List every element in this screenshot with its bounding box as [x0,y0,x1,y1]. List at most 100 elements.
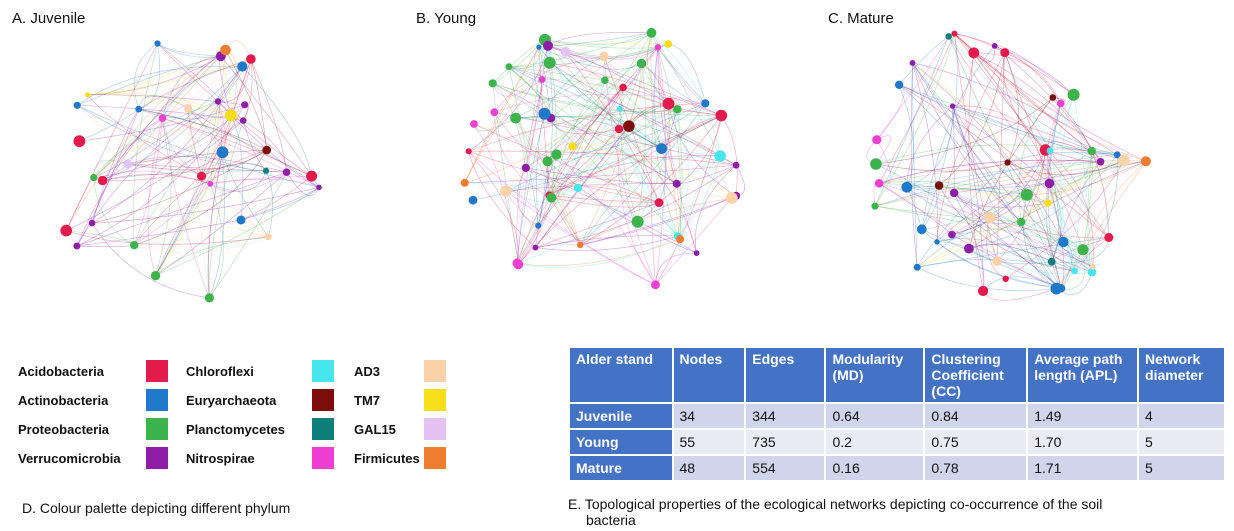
network-graph-mature [866,30,1151,301]
network-edge [65,43,158,231]
legend-label: Firmicutes [354,450,420,466]
network-edge [538,46,642,70]
network-edge [516,155,721,264]
legend-caption: D. Colour palette depicting different ph… [22,500,291,516]
network-edge [508,66,678,237]
network-node [214,98,222,105]
network-edge [898,84,1118,156]
table-cell: 0.84 [923,402,1029,430]
network-node [60,224,72,237]
network-edge [665,109,678,185]
network-edge [906,106,953,188]
network-edge [655,115,722,285]
network-edge [242,66,312,177]
column-header: Edges [744,346,827,404]
network-edge [637,63,646,222]
table-cell: 1.70 [1026,428,1140,456]
network-edge [155,115,232,276]
network-edge [550,63,642,119]
network-edge [556,103,706,155]
network-edge [515,32,652,119]
network-node [216,146,229,159]
network-edge [619,108,678,237]
network-edge [525,32,652,169]
legend-swatch [424,360,446,382]
network-edge [240,175,312,221]
table-cell: 0.2 [824,428,926,456]
network-edge [982,276,1062,292]
network-node [538,76,546,83]
network-edge [917,202,1048,268]
network-edge [76,244,135,247]
legend-label: Verrucomicrobia [18,450,121,466]
network-edge [535,125,630,248]
network-edge [603,56,656,285]
network-edge [954,33,1051,151]
network-edge [240,187,320,221]
network-edge [155,171,287,276]
network-edge [508,66,737,166]
network-edge [551,79,606,198]
network-node [913,263,921,271]
network-node [130,241,139,250]
network-edge [464,164,737,184]
network-edge [951,149,1046,235]
network-node [512,258,522,268]
network-edge [651,32,721,157]
network-edge [668,103,737,197]
network-node [135,105,143,113]
network-edge [225,49,268,151]
network-edge [912,62,1049,204]
network-edge [544,39,579,188]
network-node [536,44,542,50]
network-edge [516,197,552,264]
network-edge [492,83,519,265]
network-edge [874,160,1146,207]
network-edge [953,192,1075,272]
network-edge [938,185,1075,272]
network-edges [65,40,320,299]
network-edge [127,120,244,165]
network-node [909,60,916,66]
network-edge [547,115,722,162]
network-edge [494,93,706,113]
network-node [614,124,624,134]
network-edge [1051,237,1110,263]
panel-label-mature: C. Mature [828,10,894,27]
network-edge [544,39,678,184]
topology-table: Alder stand Nodes Edges Modularity (MD) … [568,346,1226,482]
network-edge [641,63,733,199]
network-edge [492,79,543,97]
network-edge [217,101,269,238]
legend-label: Chloroflexi [186,363,254,379]
network-edge [162,118,202,177]
network-edge [952,105,1022,223]
network-edge [517,87,624,265]
network-edge [508,32,652,68]
network-edge [157,43,221,58]
network-edge [917,202,1048,268]
network-edge [874,36,950,207]
network-edge [912,62,918,268]
legend-swatch [146,418,168,440]
network-edge [518,235,678,268]
network-node [599,51,609,61]
network-edge [878,159,1101,184]
phylum-colour-legend: Acidobacteria Actinobacteria Proteobacte… [8,352,448,482]
network-edge [493,112,552,199]
network-edge [973,52,1093,273]
network-node [701,99,710,108]
network-node [715,109,728,122]
network-edge [243,120,287,173]
network-edge [679,155,721,240]
network-node [510,112,521,124]
network-edge [93,66,243,178]
network-edge [580,115,722,246]
network-node [672,179,681,188]
network-node [535,222,542,229]
network-edge [76,105,269,238]
network-node [619,83,627,92]
network-edge [547,31,652,47]
network-edge [87,94,202,177]
network-edge [505,155,721,192]
